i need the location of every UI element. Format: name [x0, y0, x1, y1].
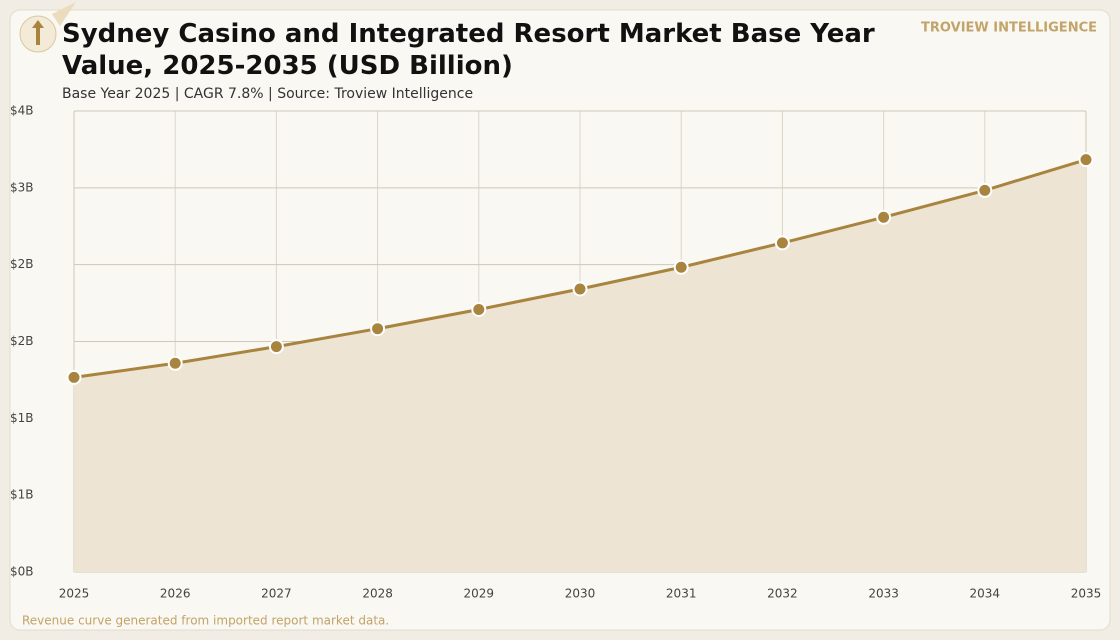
y-tick-label: $3B — [10, 180, 34, 194]
x-tick-label: 2034 — [970, 587, 1001, 601]
x-tick-label: 2032 — [767, 587, 798, 601]
area — [74, 159, 1086, 572]
title-line: Value, 2025-2035 (USD Billion) — [62, 51, 513, 81]
x-tick-label: 2035 — [1071, 587, 1102, 601]
chart-title: Sydney Casino and Integrated Resort Mark… — [62, 19, 875, 81]
logo — [19, 2, 76, 53]
y-tick-label: $1B — [10, 411, 34, 425]
title-line: Sydney Casino and Integrated Resort Mark… — [62, 19, 875, 49]
x-tick-label: 2026 — [160, 587, 191, 601]
x-tick-label: 2031 — [666, 587, 697, 601]
x-tick-label: 2028 — [362, 587, 393, 601]
x-tick-label: 2029 — [464, 587, 495, 601]
y-tick-label: $4B — [10, 104, 34, 118]
y-tick-label: $0B — [10, 565, 34, 579]
x-tick-label: 2033 — [868, 587, 899, 601]
point — [977, 182, 993, 198]
y-tick-label: $1B — [10, 488, 34, 502]
point — [1078, 152, 1094, 168]
point — [370, 321, 386, 337]
point — [876, 209, 892, 225]
footnote: Revenue curve generated from imported re… — [22, 614, 389, 628]
x-tick-label: 2027 — [261, 587, 292, 601]
x-tick-label: 2030 — [565, 587, 596, 601]
x-tick-label: 2025 — [59, 587, 90, 601]
point — [268, 339, 284, 355]
point — [471, 301, 487, 317]
brand: TROVIEW INTELLIGENCE — [921, 21, 1097, 36]
point — [167, 355, 183, 371]
point — [572, 281, 588, 297]
y-tick-label: $2B — [10, 334, 34, 348]
point — [66, 369, 82, 385]
subtitle: Base Year 2025 | CAGR 7.8% | Source: Tro… — [62, 86, 473, 102]
point — [774, 235, 790, 251]
point — [673, 259, 689, 275]
y-tick-label: $2B — [10, 257, 34, 271]
